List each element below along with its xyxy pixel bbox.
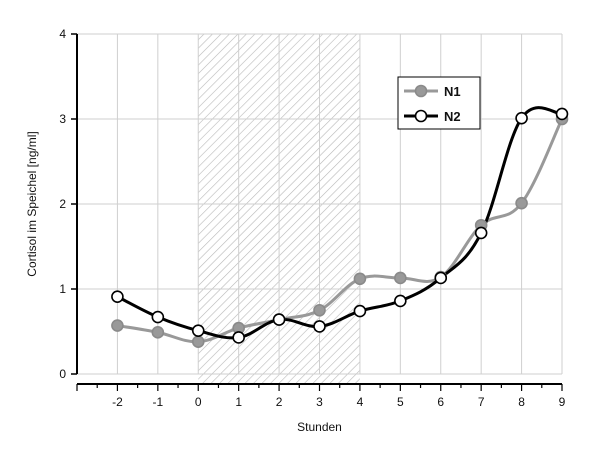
x-tick-label-6: 4 [357,395,364,409]
data-point-n2-11 [555,107,569,121]
data-point-n2-10 [515,111,528,125]
x-tick-label-7: 5 [397,395,404,409]
data-point-n2-2 [191,324,205,337]
data-point-n2-1 [151,310,165,324]
legend-marker-n1 [414,84,428,98]
data-point-n1-0 [111,319,124,332]
x-tick-label-0: -2 [112,395,123,409]
x-axis-title: Stunden [297,420,342,434]
x-tick-label-11: 9 [559,395,566,409]
x-tick-label-10: 8 [518,395,525,409]
data-point-n2-6 [353,304,367,318]
y-tick-label-0: 0 [59,367,66,381]
x-tick-label-2: 0 [195,395,202,409]
x-tick-label-5: 3 [316,395,323,409]
data-point-n2-7 [394,294,407,308]
y-tick-label-3: 3 [59,112,66,126]
x-tick-label-9: 7 [478,395,485,409]
legend-label-n1: N1 [444,84,461,99]
legend-box [397,76,481,130]
data-point-n1-5 [313,303,326,317]
data-point-n2-4 [272,313,286,326]
grid [77,33,563,375]
data-point-n2-3 [232,331,245,344]
y-tick-label-2: 2 [59,197,66,211]
legend-label-n2: N2 [444,109,461,124]
y-tick-label-4: 4 [59,27,66,41]
y-tick-label-1: 1 [59,282,66,296]
data-point-n1-7 [394,271,407,285]
x-tick-label-3: 1 [235,395,242,409]
y-axis-title: Cortisol im Speichel [ng/ml] [25,131,39,276]
data-point-n1-10 [515,196,528,210]
tick-labels: -2 -1 0 1 2 3 4 5 6 7 8 9 0 1 2 3 4 [59,27,565,409]
data-point-n2-8 [434,271,448,285]
legend: N1 N2 [397,76,481,130]
axes [71,33,563,391]
x-tick-label-1: -1 [152,395,163,409]
data-point-n2-9 [474,226,488,240]
data-point-n2-5 [313,320,326,333]
data-point-n1-1 [151,326,165,339]
x-tick-label-8: 6 [437,395,444,409]
legend-marker-n2 [414,109,428,123]
data-point-n1-6 [353,272,367,286]
x-tick-label-4: 2 [276,395,283,409]
data-point-n1-2 [191,335,205,349]
series-layer [111,106,569,349]
data-point-n2-0 [111,290,124,303]
